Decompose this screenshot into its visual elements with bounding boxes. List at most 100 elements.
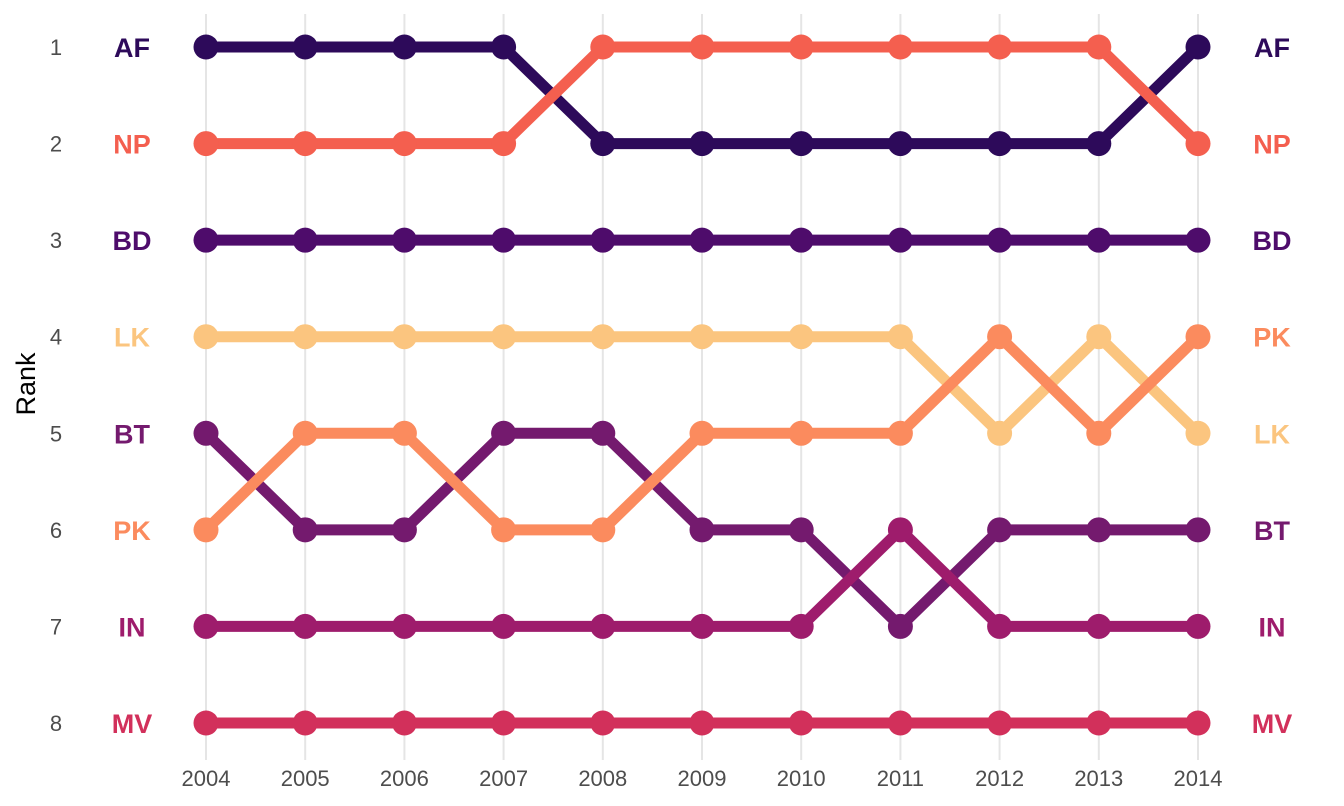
y-axis-title: Rank	[11, 352, 41, 416]
y-tick-3: 3	[50, 228, 62, 253]
x-tick-2014: 2014	[1174, 766, 1223, 791]
right-label-mv: MV	[1252, 709, 1293, 739]
x-tick-2013: 2013	[1074, 766, 1123, 791]
x-tick-2012: 2012	[975, 766, 1024, 791]
left-label-np: NP	[113, 130, 151, 160]
point-np-2007	[491, 131, 517, 157]
point-bt-2010	[788, 517, 814, 543]
point-pk-2010	[788, 420, 814, 446]
point-af-2009	[689, 131, 715, 157]
point-af-2011	[887, 131, 913, 157]
left-label-mv: MV	[112, 709, 153, 739]
y-tick-6: 6	[50, 518, 62, 543]
left-label-bd: BD	[113, 226, 152, 256]
point-mv-2013	[1086, 710, 1112, 736]
point-np-2008	[590, 34, 616, 60]
point-mv-2012	[987, 710, 1013, 736]
point-pk-2012	[987, 324, 1013, 350]
point-in-2010	[788, 613, 814, 639]
point-bd-2009	[689, 227, 715, 253]
point-bd-2006	[391, 227, 417, 253]
point-af-2004	[193, 34, 219, 60]
point-lk-2014	[1185, 420, 1211, 446]
point-lk-2007	[491, 324, 517, 350]
point-bt-2007	[491, 420, 517, 446]
point-lk-2005	[292, 324, 318, 350]
point-af-2010	[788, 131, 814, 157]
x-tick-2007: 2007	[479, 766, 528, 791]
point-pk-2014	[1185, 324, 1211, 350]
left-label-pk: PK	[113, 516, 151, 546]
x-tick-2004: 2004	[182, 766, 231, 791]
point-bt-2004	[193, 420, 219, 446]
point-bd-2008	[590, 227, 616, 253]
x-tick-2005: 2005	[281, 766, 330, 791]
point-bd-2005	[292, 227, 318, 253]
point-np-2012	[987, 34, 1013, 60]
point-pk-2009	[689, 420, 715, 446]
point-np-2011	[887, 34, 913, 60]
x-tick-2010: 2010	[777, 766, 826, 791]
y-tick-5: 5	[50, 421, 62, 446]
point-in-2012	[987, 613, 1013, 639]
point-mv-2009	[689, 710, 715, 736]
point-bt-2012	[987, 517, 1013, 543]
point-af-2007	[491, 34, 517, 60]
point-mv-2005	[292, 710, 318, 736]
point-mv-2010	[788, 710, 814, 736]
y-axis-ticks: 1 2 3 4 5 6 7 8	[50, 35, 62, 736]
left-label-in: IN	[119, 612, 146, 642]
point-af-2006	[391, 34, 417, 60]
point-in-2007	[491, 613, 517, 639]
x-tick-2006: 2006	[380, 766, 429, 791]
point-mv-2008	[590, 710, 616, 736]
left-label-lk: LK	[114, 323, 150, 353]
point-np-2006	[391, 131, 417, 157]
point-af-2008	[590, 131, 616, 157]
point-in-2011	[887, 517, 913, 543]
y-tick-8: 8	[50, 711, 62, 736]
point-lk-2008	[590, 324, 616, 350]
point-af-2013	[1086, 131, 1112, 157]
series-end-labels: AF AF NP NP BD BD LK LK BT BT PK PK IN IN MV MV	[112, 33, 1293, 739]
right-label-np: NP	[1253, 130, 1291, 160]
point-bt-2011	[887, 613, 913, 639]
point-bt-2009	[689, 517, 715, 543]
point-np-2005	[292, 131, 318, 157]
x-tick-2011: 2011	[877, 766, 924, 791]
series-points	[193, 34, 1211, 736]
left-label-af: AF	[114, 33, 150, 63]
point-af-2005	[292, 34, 318, 60]
point-bd-2004	[193, 227, 219, 253]
point-bd-2011	[887, 227, 913, 253]
point-pk-2005	[292, 420, 318, 446]
point-in-2014	[1185, 613, 1211, 639]
left-label-bt: BT	[114, 419, 150, 449]
right-label-af: AF	[1254, 33, 1290, 63]
point-lk-2011	[887, 324, 913, 350]
point-in-2005	[292, 613, 318, 639]
point-in-2013	[1086, 613, 1112, 639]
point-in-2008	[590, 613, 616, 639]
x-tick-2009: 2009	[678, 766, 727, 791]
point-np-2013	[1086, 34, 1112, 60]
point-pk-2008	[590, 517, 616, 543]
point-mv-2007	[491, 710, 517, 736]
point-bd-2010	[788, 227, 814, 253]
right-label-bt: BT	[1254, 516, 1290, 546]
right-label-pk: PK	[1253, 323, 1291, 353]
point-np-2009	[689, 34, 715, 60]
point-mv-2011	[887, 710, 913, 736]
point-lk-2004	[193, 324, 219, 350]
point-bd-2013	[1086, 227, 1112, 253]
point-np-2010	[788, 34, 814, 60]
point-lk-2010	[788, 324, 814, 350]
point-bt-2005	[292, 517, 318, 543]
right-label-in: IN	[1259, 612, 1286, 642]
point-pk-2011	[887, 420, 913, 446]
point-np-2014	[1185, 131, 1211, 157]
right-label-lk: LK	[1254, 419, 1290, 449]
point-bt-2006	[391, 517, 417, 543]
point-mv-2006	[391, 710, 417, 736]
